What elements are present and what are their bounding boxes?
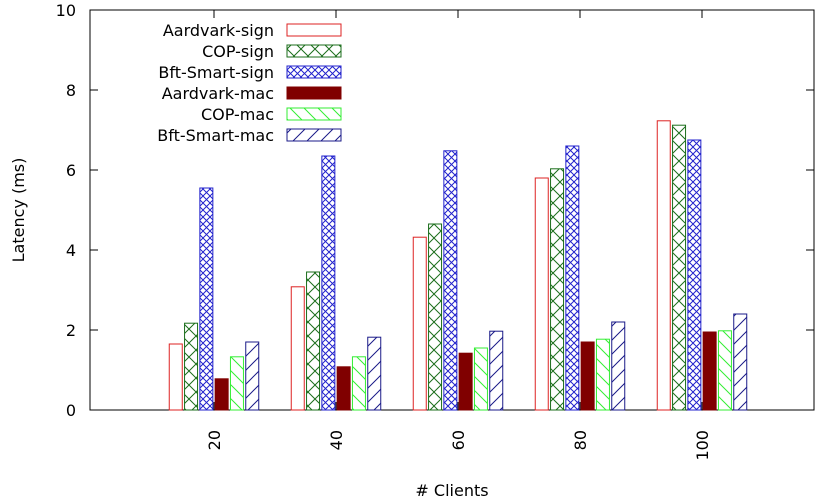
legend-swatch: [286, 128, 342, 142]
legend-label: COP-sign: [202, 42, 274, 61]
x-tick-label: 20: [205, 430, 224, 450]
bar-cop-sign: [672, 124, 687, 411]
bar-aardvark-mac: [336, 366, 351, 411]
bar-aardvark-mac: [702, 331, 717, 411]
x-axis: 20 40 60 80 100: [205, 10, 712, 461]
y-tick-label: 6: [66, 161, 76, 180]
y-axis-title: Latency (ms): [9, 158, 28, 263]
legend-swatch: [286, 44, 342, 58]
bar-aardvark-sign: [656, 120, 671, 411]
bar-aardvark-sign: [168, 343, 183, 411]
x-tick-label: 40: [327, 430, 346, 450]
bar-bft-smart-sign: [565, 145, 580, 411]
bar-cop-mac: [473, 347, 488, 411]
legend-label: COP-mac: [201, 105, 274, 124]
x-tick-label: 80: [571, 430, 590, 450]
bar-bft-smart-sign: [321, 155, 336, 411]
bar-bft-smart-mac: [733, 313, 748, 411]
bar-cop-sign: [306, 271, 321, 411]
bar-bft-smart-sign: [687, 139, 702, 411]
x-axis-title: # Clients: [415, 481, 488, 500]
legend: Aardvark-sign COP-sign Bft-Smart-sign Aardv…: [157, 21, 342, 145]
legend-swatch: [286, 86, 342, 100]
legend-swatch: [286, 107, 342, 121]
y-tick-label: 4: [66, 241, 76, 260]
legend-label: Bft-Smart-sign: [158, 63, 274, 82]
bar-cop-sign: [428, 223, 443, 411]
y-tick-label: 10: [56, 1, 76, 20]
bar-bft-smart-sign: [199, 187, 214, 411]
bar-aardvark-sign: [412, 236, 427, 411]
bar-bft-smart-mac: [489, 330, 504, 411]
bar-aardvark-mac: [580, 341, 595, 411]
bar-bft-smart-sign: [443, 150, 458, 411]
bar-cop-mac: [351, 356, 366, 411]
y-tick-label: 2: [66, 321, 76, 340]
legend-label: Aardvark-mac: [162, 84, 274, 103]
bar-bft-smart-mac: [245, 341, 260, 411]
bar-aardvark-sign: [290, 286, 305, 411]
bar-bft-smart-mac: [611, 321, 626, 411]
y-tick-label: 0: [66, 401, 76, 420]
x-tick-label: 60: [449, 430, 468, 450]
legend-label: Aardvark-sign: [163, 21, 274, 40]
bars: [168, 120, 748, 411]
bar-cop-mac: [595, 338, 610, 411]
bar-bft-smart-mac: [367, 336, 382, 411]
bar-cop-sign: [184, 322, 199, 411]
bar-aardvark-sign: [534, 177, 549, 411]
y-axis: 0 2 4 6 8 10: [56, 1, 814, 420]
bar-cop-mac: [229, 356, 244, 411]
y-tick-label: 8: [66, 81, 76, 100]
legend-label: Bft-Smart-mac: [157, 126, 274, 145]
x-tick-label: 100: [693, 430, 712, 461]
legend-swatch: [286, 23, 342, 37]
bar-aardvark-mac: [458, 352, 473, 411]
bar-cop-sign: [550, 168, 565, 411]
bar-aardvark-mac: [214, 378, 229, 411]
legend-swatch: [286, 65, 342, 79]
bar-cop-mac: [717, 330, 732, 411]
